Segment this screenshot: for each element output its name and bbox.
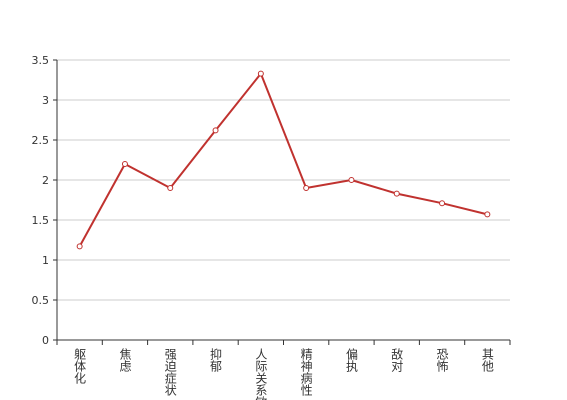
- x-tick-label: 其他: [480, 348, 494, 372]
- y-tick-label: 1: [42, 254, 49, 267]
- x-tick-label: 抑郁: [209, 347, 223, 373]
- y-tick-label: 3: [42, 94, 49, 107]
- point: [393, 190, 400, 197]
- y-tick-label: 2: [42, 174, 49, 187]
- x-tick-label: 恐怖: [435, 348, 449, 372]
- point: [121, 161, 128, 167]
- x-tick-label: 焦虑: [118, 348, 132, 372]
- x-tick-label: 精神病性: [299, 348, 313, 397]
- x-tick-label: 躯体化: [73, 347, 87, 385]
- point: [76, 243, 83, 250]
- y-tick-label: 2.5: [32, 134, 50, 147]
- point: [167, 185, 174, 191]
- point: [303, 185, 310, 191]
- point: [212, 127, 219, 134]
- x-tick-label: 偏执: [344, 347, 358, 373]
- point: [348, 177, 355, 183]
- line: [78, 71, 488, 247]
- point: [484, 211, 491, 218]
- x-tick-label: 敌对: [390, 347, 404, 372]
- y-tick-label: 3.5: [32, 54, 50, 67]
- y-tick-label: 0: [42, 334, 49, 347]
- point: [257, 70, 264, 77]
- x-tick-label: 人际关系敏感: [254, 348, 268, 400]
- point: [439, 200, 446, 207]
- y-tick-label: 0.5: [32, 294, 50, 307]
- y-tick-label: 1.5: [32, 214, 50, 227]
- x-tick-label: 强迫症状: [163, 348, 177, 396]
